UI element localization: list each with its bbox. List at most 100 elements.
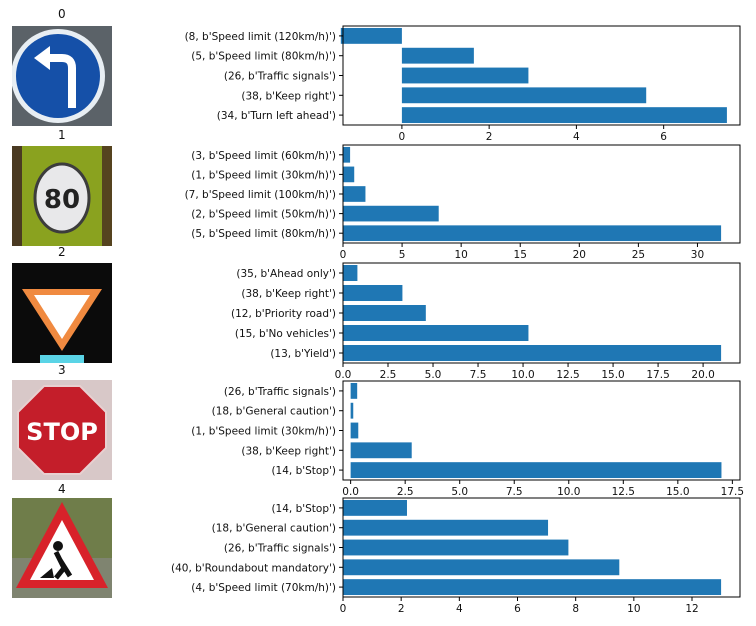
row-title: 4 (58, 482, 66, 496)
sign-image-3: STOP (12, 380, 112, 480)
bar-chart-0: (8, b'Speed limit (120km/h)') (5, b'Speed… (185, 25, 741, 143)
x-tick-label: 15 (514, 249, 527, 261)
y-tick-label: (14, b'Stop') (271, 503, 336, 515)
axes-frame (342, 262, 741, 364)
bar (350, 402, 354, 419)
x-tick-label: 2 (486, 131, 493, 143)
y-tick-label: (15, b'No vehicles') (235, 328, 336, 340)
bar (343, 579, 722, 596)
row-title: 3 (58, 363, 66, 377)
yield-sign-icon (12, 263, 112, 363)
x-tick-label: 2 (398, 603, 405, 615)
bar (350, 462, 722, 479)
bar (343, 186, 366, 202)
road-work-sign-icon (12, 498, 112, 598)
sign-image-4 (12, 498, 112, 598)
y-tick-label: (26, b'Traffic signals') (224, 71, 336, 83)
axes-frame (342, 25, 741, 126)
row-title: 1 (58, 128, 66, 142)
x-tick-label: 0 (399, 131, 406, 143)
bar (343, 499, 407, 516)
prediction-row-2: 2 (0, 243, 756, 368)
bar-chart-3: (26, b'Traffic signals') (18, b'General c… (191, 380, 744, 498)
x-tick-label: 20 (573, 249, 586, 261)
x-tick-label: 15.0 (666, 486, 689, 498)
y-tick-label: (7, b'Speed limit (100km/h)') (185, 189, 336, 201)
x-tick-label: 12 (685, 603, 698, 615)
x-tick-label: 6 (514, 603, 521, 615)
x-tick-label: 6 (660, 131, 667, 143)
y-tick-label: (1, b'Speed limit (30km/h)') (191, 426, 336, 438)
x-tick-label: 25 (632, 249, 645, 261)
turn-left-sign-icon (12, 26, 112, 126)
row-title: 0 (58, 7, 66, 21)
y-tick-label: (26, b'Traffic signals') (224, 386, 336, 398)
bar (340, 27, 402, 44)
axes-frame (342, 144, 741, 244)
y-tick-label: (38, b'Keep right') (241, 445, 336, 457)
bar (343, 285, 403, 301)
bar (343, 205, 439, 222)
y-tick-label: (35, b'Ahead only') (236, 268, 336, 280)
sign-text: 80 (44, 185, 80, 215)
bar (401, 107, 727, 124)
x-tick-label: 10.0 (557, 486, 580, 498)
sign-image-2 (12, 263, 112, 363)
x-tick-label: 0 (340, 249, 347, 261)
y-tick-label: (8, b'Speed limit (120km/h)') (185, 31, 336, 43)
x-tick-label: 8 (572, 603, 579, 615)
x-tick-label: 2.5 (380, 369, 397, 381)
y-tick-label: (14, b'Stop') (271, 465, 336, 477)
bar (350, 442, 412, 459)
bar (343, 559, 620, 576)
stop-sign-icon: STOP (12, 380, 112, 480)
bar (343, 265, 358, 281)
x-tick-label: 7.5 (506, 486, 523, 498)
y-tick-label: (1, b'Speed limit (30km/h)') (191, 169, 336, 181)
speed-limit-80-sign-icon: 80 (12, 146, 112, 246)
prediction-row-1: 1 80 (0, 124, 756, 249)
sign-image-1: 80 (12, 146, 112, 246)
x-tick-label: 30 (691, 249, 704, 261)
axes-frame (342, 497, 741, 598)
prediction-row-4: 4 (0, 481, 756, 626)
x-tick-label: 5 (399, 249, 406, 261)
x-tick-label: 0 (340, 603, 347, 615)
x-tick-label: 12.5 (612, 486, 635, 498)
prediction-row-0: 0 (0, 0, 756, 130)
sign-image-0 (12, 26, 112, 126)
bar (401, 47, 474, 64)
y-tick-label: (13, b'Yield') (270, 348, 336, 360)
x-tick-label: 5.0 (451, 486, 468, 498)
x-tick-label: 4 (456, 603, 463, 615)
y-tick-label: (40, b'Roundabout mandatory') (171, 562, 336, 574)
row-title: 2 (58, 245, 66, 259)
y-tick-label: (5, b'Speed limit (80km/h)') (191, 51, 336, 63)
bar (343, 146, 351, 163)
y-tick-label: (26, b'Traffic signals') (224, 543, 336, 555)
bar (343, 305, 426, 321)
x-tick-label: 15.0 (601, 369, 624, 381)
x-tick-label: 10 (454, 249, 467, 261)
x-tick-label: 7.5 (470, 369, 487, 381)
bar (401, 67, 529, 84)
y-tick-label: (4, b'Speed limit (70km/h)') (191, 582, 336, 594)
prediction-row-3: 3 STOP (0, 362, 756, 487)
y-tick-label: (5, b'Speed limit (80km/h)') (191, 228, 336, 240)
x-tick-label: 0.0 (335, 369, 352, 381)
x-tick-label: 4 (573, 131, 580, 143)
bar (343, 325, 529, 341)
y-tick-label: (34, b'Turn left ahead') (217, 110, 336, 122)
x-tick-label: 10 (627, 603, 640, 615)
y-tick-label: (18, b'General caution') (212, 523, 336, 535)
x-tick-label: 12.5 (556, 369, 579, 381)
bar-chart-4: (14, b'Stop') (18, b'General caution') (26… (171, 497, 741, 615)
bar (343, 519, 549, 536)
bar-chart-1: (3, b'Speed limit (60km/h)') (1, b'Speed … (185, 144, 741, 261)
sign-text: STOP (26, 418, 98, 446)
y-tick-label: (3, b'Speed limit (60km/h)') (191, 150, 336, 162)
y-tick-label: (12, b'Priority road') (231, 308, 336, 320)
axes-frame (342, 380, 741, 481)
bar (343, 225, 722, 242)
